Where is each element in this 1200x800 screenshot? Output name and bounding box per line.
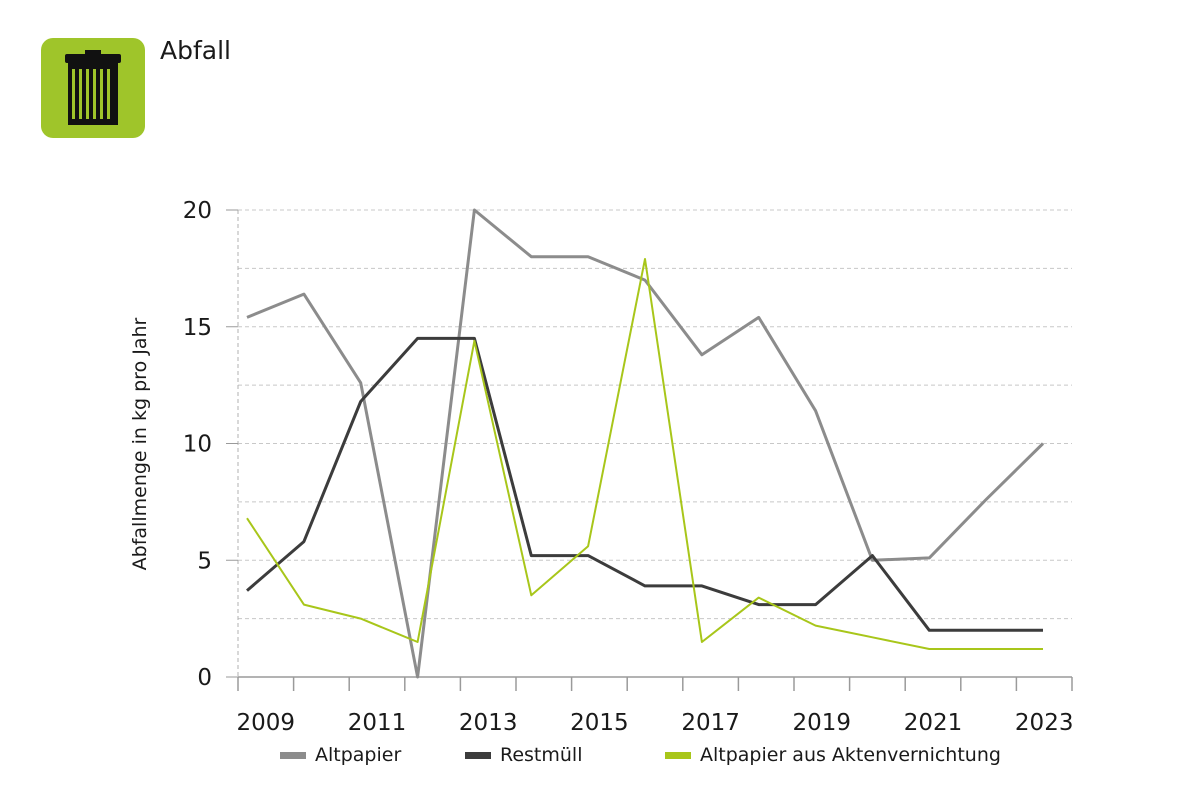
x-axis-ticks: 2009 2011 2013 2015 2017 2019 2021 2023 — [237, 710, 1074, 736]
y-axis-ticks: 0 5 10 15 20 — [183, 198, 238, 691]
y-tick-label: 10 — [183, 432, 212, 458]
series-line-2 — [246, 336, 1043, 632]
y-axis-label: Abfallmenge in kg pro Jahr — [129, 317, 151, 570]
trash-can-icon — [65, 50, 121, 125]
legend-label: Restmüll — [500, 744, 583, 766]
line-chart: 0 5 10 15 20 2009 2011 2013 2015 2017 2019 2021 202… — [129, 198, 1074, 736]
waste-category-tile — [41, 38, 145, 138]
chart-legend: Altpapier Restmüll Altpapier aus Aktenvern… — [0, 744, 1200, 770]
y-tick-label: 0 — [197, 665, 212, 691]
y-tick-label: 15 — [183, 315, 212, 341]
x-tick-label: 2023 — [1015, 710, 1074, 736]
legend-swatch — [280, 751, 306, 759]
legend-item: Altpapier — [280, 744, 401, 766]
legend-swatch — [465, 751, 491, 759]
series-line-3 — [246, 258, 1043, 650]
x-tick-label: 2017 — [681, 710, 740, 736]
x-tick-label: 2013 — [459, 710, 518, 736]
legend-label: Altpapier — [315, 744, 402, 766]
x-tick-label: 2011 — [348, 710, 407, 736]
legend-label: Altpapier aus Aktenvernichtung — [700, 744, 1001, 766]
grid-lines — [238, 209, 1072, 620]
x-tick-label: 2009 — [237, 710, 296, 736]
legend-swatch — [665, 751, 691, 759]
y-tick-label: 5 — [197, 548, 212, 574]
page-title: Abfall — [160, 36, 231, 65]
y-tick-label: 20 — [183, 198, 212, 224]
x-tick-label: 2021 — [904, 710, 963, 736]
series-lines — [246, 208, 1045, 679]
x-tick-label: 2019 — [793, 710, 852, 736]
series-line-1 — [246, 208, 1045, 679]
x-tick-label: 2015 — [570, 710, 629, 736]
legend-item: Altpapier aus Aktenvernichtung — [665, 744, 1001, 766]
legend-item: Restmüll — [465, 744, 583, 766]
